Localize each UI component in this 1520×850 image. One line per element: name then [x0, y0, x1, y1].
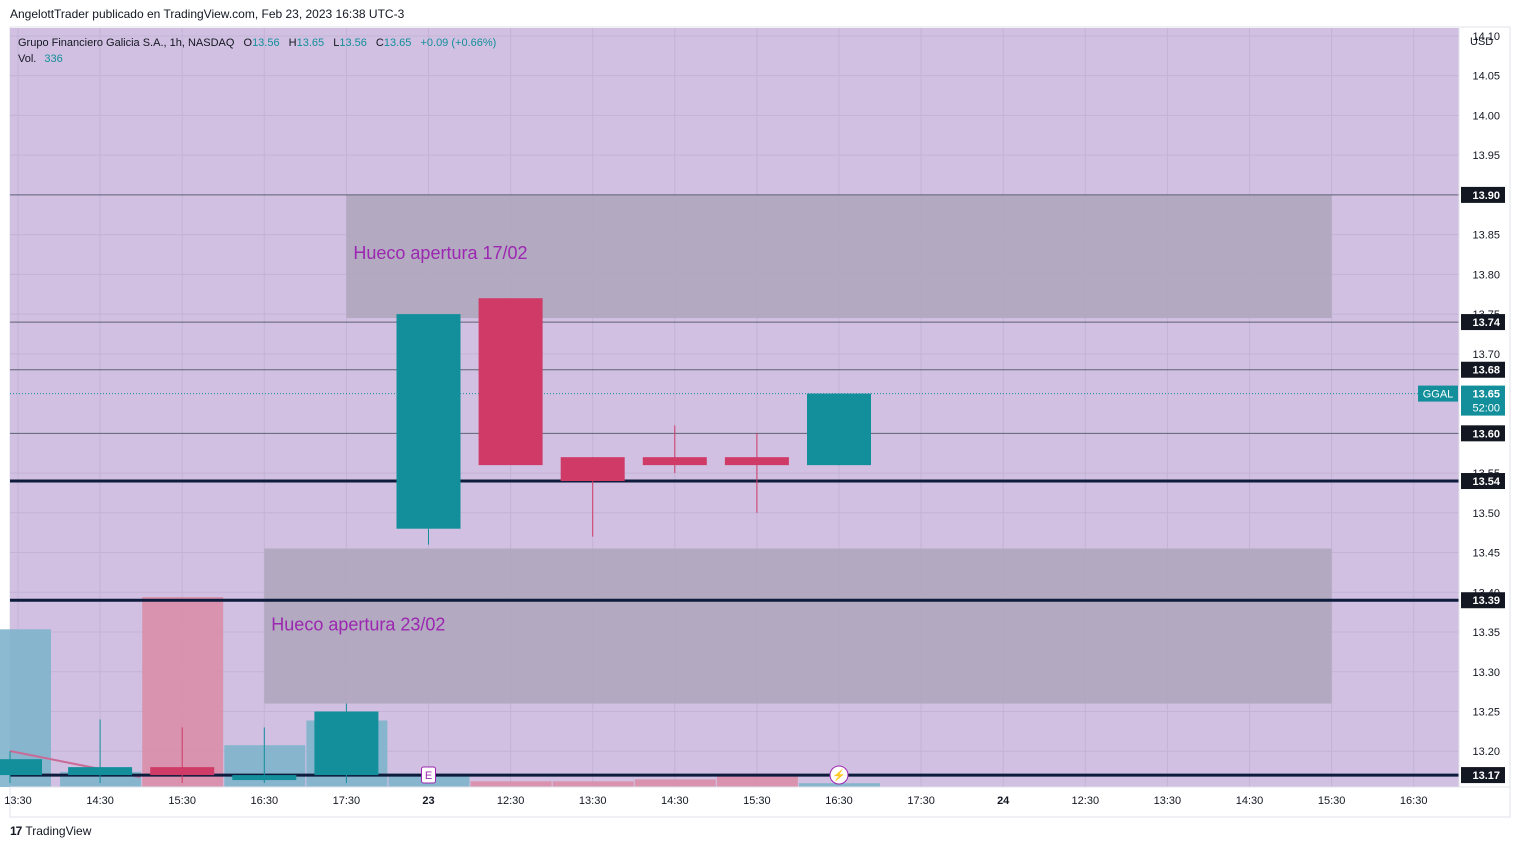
event-markers[interactable]: E ⚡: [421, 765, 849, 785]
gap-zone-label-2: Hueco apertura 23/02: [271, 615, 445, 635]
y-tick-label: 13.85: [1472, 230, 1500, 242]
x-tick-label: 13:30: [579, 795, 607, 807]
gap-zone-2: [264, 548, 1332, 704]
y-tick-label: 13.30: [1472, 667, 1500, 679]
level-badge: [1461, 361, 1505, 378]
candle-up[interactable]: [68, 767, 133, 776]
x-tick-label: 17:30: [907, 795, 935, 807]
y-tick-label: 13.80: [1472, 269, 1500, 281]
level-badge-text: 13.74: [1472, 317, 1500, 329]
level-badge-text: 13.39: [1472, 595, 1500, 607]
lightning-marker-text: ⚡: [832, 769, 846, 782]
y-tick-label: 13.20: [1472, 746, 1500, 758]
y-tick-label: 13.25: [1472, 706, 1500, 718]
volume-bar: [470, 781, 552, 787]
x-tick-label: 14:30: [86, 795, 114, 807]
y-tick-label: 14.00: [1472, 110, 1500, 122]
level-badge-text: 13.54: [1472, 476, 1500, 488]
x-tick-label: 23: [422, 795, 434, 807]
candle-up[interactable]: [396, 314, 461, 529]
level-badge: [1461, 314, 1505, 331]
level-badge: [1461, 767, 1505, 784]
last-price-value: 13.65: [1472, 389, 1500, 401]
x-tick-label: 12:30: [497, 795, 525, 807]
tradingview-logo-icon: 17: [10, 824, 22, 838]
y-tick-label: 13.50: [1472, 508, 1500, 520]
last-price-badge: [1461, 385, 1505, 416]
earnings-marker[interactable]: E: [421, 766, 436, 784]
volume-bar: [716, 773, 798, 787]
candle-up[interactable]: [232, 775, 297, 781]
currency-label: USD: [1470, 36, 1493, 48]
candle-up[interactable]: [0, 759, 42, 776]
x-axis-ticks: 13:30 14:30 15:30 16:30 17:30 23 12:30 13:30 14:…: [4, 795, 1427, 807]
level-badge-text: 13.90: [1472, 190, 1500, 202]
symbol-title: Grupo Financiero Galicia S.A., 1h, NASDA…: [18, 37, 235, 49]
publisher-line: AngelottTrader publicado en TradingView.…: [10, 7, 405, 21]
earnings-marker-text: E: [425, 770, 432, 782]
x-tick-label: 16:30: [1400, 795, 1428, 807]
volume-bar: [552, 781, 634, 787]
candle-up[interactable]: [807, 393, 871, 466]
volume-legend: Vol. 336: [18, 53, 63, 65]
x-tick-label: 17:30: [333, 795, 361, 807]
level-badge-text: 13.17: [1472, 770, 1500, 782]
countdown-value: 52:00: [1472, 403, 1500, 415]
x-tick-label: 13:30: [1154, 795, 1182, 807]
y-tick-label: 13.35: [1472, 627, 1500, 639]
candle-up[interactable]: [314, 711, 379, 776]
candle-down[interactable]: [150, 767, 215, 776]
x-tick-label: 16:30: [251, 795, 279, 807]
x-tick-label: 24: [997, 795, 1010, 807]
y-tick-label: 13.45: [1472, 548, 1500, 560]
volume-bar: [634, 779, 716, 787]
candle-down[interactable]: [478, 298, 543, 466]
candle-down[interactable]: [724, 457, 789, 466]
x-tick-label: 13:30: [4, 795, 32, 807]
candle-down[interactable]: [560, 457, 625, 482]
zone-labels: Hueco apertura 17/02 Hueco apertura 23/02: [271, 243, 527, 635]
symbol-badge: [1418, 385, 1458, 402]
level-badge-text: 13.60: [1472, 428, 1500, 440]
level-badge-text: 13.68: [1472, 365, 1500, 377]
footer-logo[interactable]: 17 TradingView: [10, 824, 91, 838]
y-tick-label: 13.95: [1472, 150, 1500, 162]
level-badge: [1461, 473, 1505, 490]
x-tick-label: 14:30: [1236, 795, 1264, 807]
y-tick-label: 13.70: [1472, 349, 1500, 361]
x-tick-label: 15:30: [168, 795, 196, 807]
x-tick-label: 15:30: [743, 795, 771, 807]
level-badges: 13.90 13.74 13.68 13.60 13.54 13.39 13.17 GGAL 1…: [1418, 186, 1505, 784]
x-tick-label: 12:30: [1072, 795, 1100, 807]
earnings-icon: [421, 766, 436, 784]
x-tick-label: 14:30: [661, 795, 689, 807]
gap-zone-1: [346, 194, 1332, 319]
x-tick-label: 16:30: [825, 795, 853, 807]
split-dividend-marker[interactable]: ⚡: [829, 765, 849, 785]
y-tick-label: 14.05: [1472, 71, 1500, 83]
y-tick-label: 14.10: [1472, 31, 1500, 43]
footer-brand: TradingView: [25, 824, 92, 838]
candles[interactable]: [0, 298, 871, 784]
level-badge: [1461, 425, 1505, 442]
volume-bar: [799, 783, 880, 787]
level-badge: [1461, 592, 1505, 609]
lightning-icon: [829, 765, 849, 785]
candle-down[interactable]: [642, 457, 707, 466]
gap-zones: [264, 194, 1332, 704]
gap-zone-label-1: Hueco apertura 17/02: [353, 243, 527, 263]
x-tick-label: 15:30: [1318, 795, 1346, 807]
level-badge: [1461, 186, 1505, 203]
legend-line: Grupo Financiero Galicia S.A., 1h, NASDA…: [18, 37, 496, 49]
symbol-badge-text: GGAL: [1423, 389, 1454, 401]
